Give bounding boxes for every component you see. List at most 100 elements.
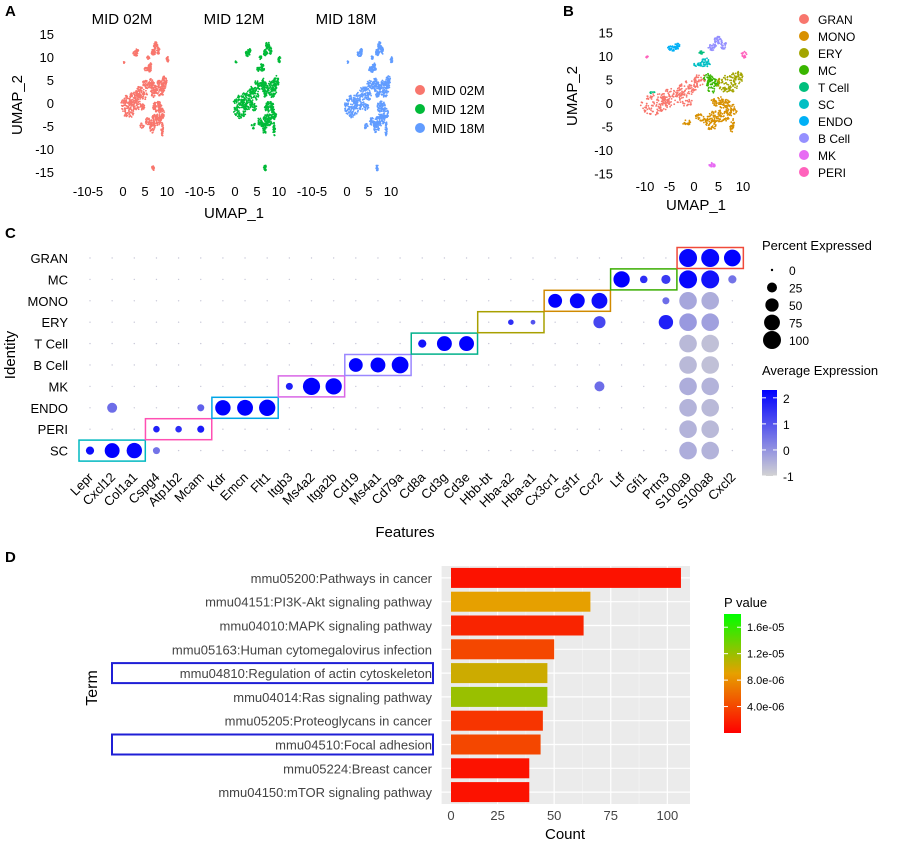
umap-point xyxy=(384,116,387,119)
umap-point xyxy=(380,124,382,127)
umap-point xyxy=(727,117,729,119)
umap-point xyxy=(350,103,352,106)
dot-empty xyxy=(177,321,180,323)
umap-point xyxy=(269,94,271,96)
umap-point xyxy=(378,86,381,89)
umap-point xyxy=(256,80,259,83)
umap-point xyxy=(719,111,722,114)
umap-point xyxy=(132,93,135,95)
dot-empty xyxy=(200,300,202,302)
umap-point xyxy=(656,112,658,115)
dot xyxy=(197,425,205,433)
dot-empty xyxy=(355,342,357,345)
umap-point xyxy=(670,90,672,93)
umap-point xyxy=(729,109,732,111)
umap-point xyxy=(387,110,389,113)
umap-point xyxy=(708,164,711,167)
dot-empty xyxy=(266,257,268,259)
umap-point xyxy=(374,89,377,92)
umap-point xyxy=(656,93,659,96)
dot-empty xyxy=(421,407,423,409)
umap-point xyxy=(244,51,247,53)
umap-scatter-mid-02m xyxy=(120,41,170,172)
umap-point xyxy=(727,87,730,90)
umap-point xyxy=(708,118,710,121)
umap-point xyxy=(725,109,728,111)
umap-point xyxy=(699,119,702,122)
dot-empty xyxy=(421,257,423,259)
umap-point xyxy=(661,96,663,99)
umap-point xyxy=(734,86,736,89)
dot-empty xyxy=(421,278,423,281)
umap-point xyxy=(360,93,363,96)
umap-point xyxy=(261,79,264,82)
umap-point xyxy=(124,104,127,107)
dot xyxy=(591,292,608,309)
x-tick: 0 xyxy=(343,184,350,199)
umap-point xyxy=(366,82,369,85)
legend-label: MK xyxy=(818,149,836,163)
umap-point xyxy=(266,43,269,46)
dot-empty xyxy=(200,321,202,323)
dot-empty xyxy=(665,257,667,259)
facet-title: MID 02M xyxy=(92,11,153,28)
umap-point xyxy=(718,38,721,41)
umap-point xyxy=(359,96,361,99)
umap-point xyxy=(652,110,654,113)
dot-empty xyxy=(510,278,512,281)
dot-empty xyxy=(643,407,645,409)
y-tick: 0 xyxy=(47,96,54,111)
umap-point xyxy=(730,121,733,123)
umap-point xyxy=(162,85,165,88)
dot xyxy=(679,441,697,460)
umap-point xyxy=(385,78,388,81)
umap-point xyxy=(156,49,158,52)
dot-empty xyxy=(576,342,578,345)
dot-empty xyxy=(465,449,468,452)
umap-point xyxy=(368,89,371,92)
umap-point xyxy=(161,134,164,137)
umap-point xyxy=(730,83,733,85)
umap-point xyxy=(724,78,727,81)
y-tick: T Cell xyxy=(34,337,68,352)
panel-label-b: B xyxy=(563,3,574,20)
umap-point xyxy=(262,122,265,125)
umap-point xyxy=(683,122,686,125)
umap-point xyxy=(377,117,379,120)
dot-empty xyxy=(89,428,91,430)
umap-point xyxy=(738,78,740,81)
umap-point xyxy=(724,74,726,77)
umap-point xyxy=(725,82,727,84)
umap-point xyxy=(125,96,128,99)
umap-point xyxy=(371,87,373,90)
dot-empty xyxy=(244,321,246,323)
umap-point xyxy=(713,165,716,168)
umap-point xyxy=(732,85,734,87)
dot-empty xyxy=(620,428,623,430)
dot-empty xyxy=(222,342,224,345)
umap-point xyxy=(253,102,256,105)
umap-point xyxy=(720,42,723,45)
dot-empty xyxy=(200,385,202,388)
umap-point xyxy=(264,105,267,108)
umap-point xyxy=(707,115,710,118)
umap-point xyxy=(694,85,697,88)
umap-point xyxy=(711,87,714,89)
legend-label: MID 12M xyxy=(432,102,485,117)
umap-point xyxy=(358,55,360,58)
umap-point xyxy=(166,57,169,59)
dot-empty xyxy=(288,300,291,302)
umap-point xyxy=(718,98,720,100)
umap-point xyxy=(267,118,270,121)
umap-point xyxy=(639,104,642,107)
dot-empty xyxy=(89,407,91,409)
umap-point xyxy=(719,115,722,118)
umap-point xyxy=(160,87,162,90)
umap-point xyxy=(132,52,135,55)
umap-point xyxy=(356,53,359,56)
umap-point xyxy=(266,109,268,111)
umap-point xyxy=(644,106,646,109)
umap-point xyxy=(248,94,251,96)
umap-point xyxy=(236,108,239,111)
